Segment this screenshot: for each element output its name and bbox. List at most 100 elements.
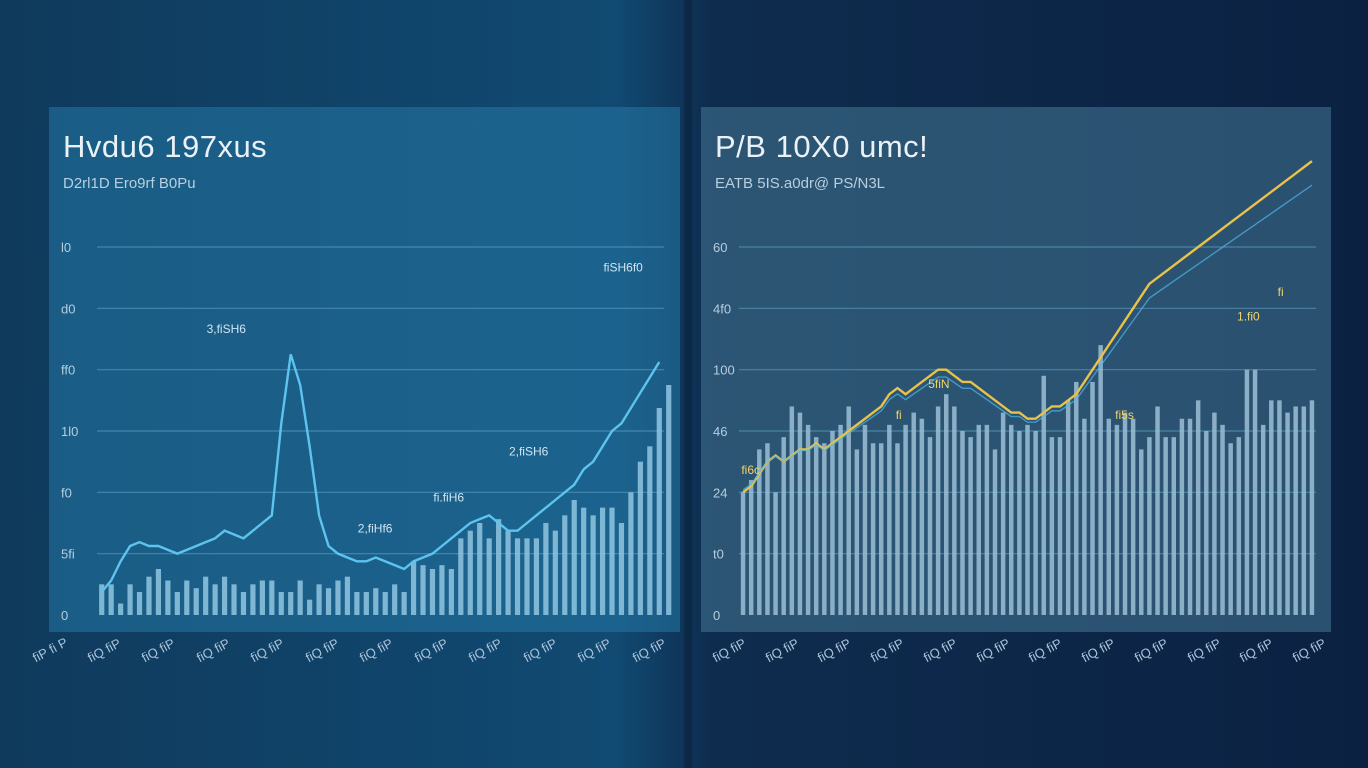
bar [429, 569, 436, 615]
bar [846, 406, 851, 615]
bar [221, 576, 228, 615]
x-tick-label: fiQ fiP [1290, 635, 1329, 666]
bar [1204, 431, 1209, 615]
bar [1309, 400, 1315, 615]
x-tick-label: fiQ fiP [710, 635, 749, 666]
bar [410, 561, 417, 615]
bar [976, 424, 981, 615]
bar [269, 580, 275, 615]
y-tick-label: f0 [61, 485, 72, 500]
bar [108, 584, 114, 615]
bar [392, 584, 398, 615]
bar [420, 565, 426, 615]
bar [887, 424, 892, 615]
bar [373, 588, 379, 615]
data-annotation: 2,fiSH6 [509, 445, 549, 459]
bar [1009, 424, 1014, 615]
bar [1000, 412, 1006, 615]
chart-subtitle: D2rl1D Ero9rf B0Pu [63, 175, 196, 192]
bar [822, 443, 827, 615]
bar [757, 449, 762, 615]
chart-subtitle: EATB 5IS.a0dr@ PS/N3L [715, 175, 886, 192]
series-line [742, 160, 1313, 494]
bar [1212, 412, 1217, 615]
bar [1228, 443, 1233, 615]
bar [335, 580, 341, 615]
x-tick-label: fiQ fiP [1026, 635, 1065, 666]
data-annotation: fi [1278, 285, 1284, 299]
bar [1147, 437, 1152, 615]
bar [903, 424, 908, 615]
bar [911, 412, 916, 615]
bar [382, 592, 388, 615]
data-annotation: fi6c [741, 463, 760, 477]
bar [458, 538, 464, 615]
panel-divider [684, 0, 692, 768]
bar [1277, 400, 1282, 615]
y-tick-label: d0 [61, 301, 75, 316]
bar [571, 500, 577, 615]
bar [1171, 437, 1177, 615]
bar [1163, 437, 1168, 615]
series-line-secondary [742, 184, 1313, 491]
bar [316, 584, 322, 615]
bar [609, 507, 615, 615]
bar [1049, 437, 1055, 615]
bar [628, 492, 634, 615]
x-tick-label: fiQ fiP [1131, 635, 1171, 666]
x-tick-label: fiQ fiP [973, 635, 1012, 666]
bar [1301, 406, 1307, 615]
bar [919, 418, 925, 615]
bar [773, 492, 778, 615]
x-tick-label: fiQ fiP [139, 635, 178, 666]
bar [870, 443, 876, 615]
bar [797, 412, 803, 615]
bar [740, 492, 746, 615]
chart-title: P/B 10X0 umc! [715, 129, 929, 164]
bar [1098, 345, 1103, 615]
bar [505, 530, 511, 615]
y-tick-label: 0 [713, 608, 720, 623]
bar [765, 443, 770, 615]
data-annotation: fi [896, 408, 902, 422]
bar [1285, 412, 1290, 615]
x-tick-label: fiQ fiP [762, 635, 802, 666]
bar [599, 507, 606, 615]
bar [325, 588, 332, 615]
bar [1155, 406, 1160, 615]
bar [344, 576, 351, 615]
bar [1122, 412, 1128, 615]
bar [184, 580, 190, 615]
x-tick-label: fiQ fiP [920, 635, 960, 666]
bar [1179, 418, 1185, 615]
bar [1041, 375, 1046, 615]
bar [1244, 369, 1250, 615]
x-tick-label: fiQ fiP [466, 635, 505, 666]
chart-panel-left: Hvdu6 197xus D2rl1D Ero9rf B0Pu 0 5fi f0 1l… [49, 107, 680, 632]
bar [618, 523, 625, 615]
bar [307, 599, 313, 615]
bar [1033, 431, 1038, 615]
y-tick-label: ff0 [61, 363, 75, 378]
bar [935, 406, 941, 615]
bar [1269, 400, 1274, 615]
data-annotation: 2,fiHf6 [358, 521, 393, 535]
bar [1017, 431, 1022, 615]
bar [666, 385, 672, 615]
x-tick-label: fiQ fiP [1184, 635, 1223, 666]
bar [259, 580, 265, 615]
bar [927, 437, 933, 615]
data-annotation: 1.fi0 [1237, 310, 1260, 324]
bar [992, 449, 998, 615]
bar [1074, 381, 1079, 615]
bar [193, 588, 199, 615]
bar [278, 592, 284, 615]
bar [1236, 437, 1242, 615]
bar [581, 507, 587, 615]
series-line [100, 353, 661, 593]
bar [231, 584, 237, 615]
bar [647, 446, 653, 615]
data-annotation: 5fiN [928, 377, 949, 391]
bar [1090, 381, 1095, 615]
bar [136, 592, 143, 615]
